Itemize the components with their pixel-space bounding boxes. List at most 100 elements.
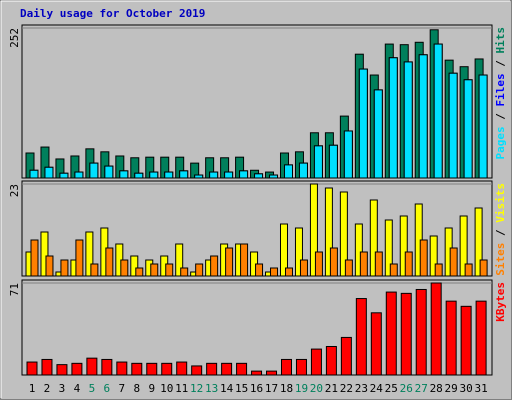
bar: [389, 263, 398, 277]
x-tick-label: 22: [340, 382, 353, 395]
x-tick-label: 3: [59, 382, 66, 395]
x-tick-label: 14: [220, 382, 234, 395]
x-tick-label: 1: [29, 382, 36, 395]
x-tick-label: 10: [160, 382, 173, 395]
bar: [340, 336, 352, 376]
bar: [240, 243, 249, 277]
bar: [430, 282, 442, 376]
bar: [314, 251, 323, 277]
bar: [339, 191, 348, 277]
panel: [21, 24, 493, 179]
bar: [344, 259, 353, 277]
bar: [255, 263, 264, 277]
bar: [463, 79, 473, 179]
bar: [325, 345, 337, 376]
x-tick-label: 25: [385, 382, 398, 395]
bar: [71, 362, 83, 376]
bar: [40, 231, 49, 277]
y-tick-label: 23: [8, 184, 21, 197]
legend-separator: /: [494, 107, 507, 127]
bar: [478, 74, 488, 179]
bar: [460, 305, 472, 376]
legend-entry: Sites: [494, 243, 507, 276]
bar: [294, 227, 303, 277]
x-tick-label: 30: [460, 382, 473, 395]
bar: [116, 361, 128, 376]
bar: [298, 162, 308, 179]
bar: [279, 223, 288, 277]
x-tick-label: 20: [310, 382, 323, 395]
panel: [21, 279, 493, 376]
x-tick-label: 27: [415, 382, 428, 395]
bar: [269, 174, 279, 179]
x-tick-label: 13: [205, 382, 218, 395]
bar: [310, 348, 322, 376]
bar: [415, 288, 427, 376]
bar: [131, 362, 143, 376]
x-tick-label: 26: [400, 382, 413, 395]
bar: [146, 362, 158, 376]
x-tick-label: 17: [265, 382, 278, 395]
bar: [135, 267, 144, 277]
chart-title: Daily usage for October 2019: [20, 7, 205, 20]
bar: [459, 215, 468, 277]
legend: Pages / Files / Hits: [494, 27, 507, 160]
legend-separator: /: [494, 54, 507, 74]
bar: [280, 358, 292, 376]
bar: [176, 361, 188, 376]
x-tick-label: 15: [235, 382, 248, 395]
bar: [119, 170, 129, 179]
bar: [206, 362, 218, 376]
bar: [104, 165, 114, 179]
bar: [309, 183, 318, 277]
legend-entry: KBytes: [494, 282, 507, 322]
bar: [433, 43, 443, 179]
bar: [165, 263, 174, 277]
x-tick-label: 4: [74, 382, 81, 395]
legend-entry: Hits: [494, 27, 507, 54]
x-tick-label: 9: [148, 382, 155, 395]
bar: [370, 312, 382, 376]
bar: [85, 231, 94, 277]
bar: [105, 247, 114, 277]
x-tick-label: 11: [175, 382, 188, 395]
bar: [74, 171, 84, 179]
bar: [284, 267, 293, 277]
legend-entry: Visits: [494, 183, 507, 223]
bar: [195, 263, 204, 277]
bar: [328, 144, 338, 179]
bar: [225, 247, 234, 277]
x-tick-label: 23: [355, 382, 368, 395]
bar: [479, 259, 488, 277]
bar: [30, 239, 39, 277]
x-tick-label: 8: [133, 382, 140, 395]
bar: [324, 187, 333, 277]
bar: [254, 173, 264, 179]
x-tick-label: 29: [445, 382, 458, 395]
x-tick-label: 21: [325, 382, 338, 395]
bar: [374, 251, 383, 277]
bar: [60, 259, 69, 277]
bar: [56, 364, 68, 376]
bar: [400, 292, 412, 376]
y-tick-label: 252: [8, 28, 21, 48]
bar: [448, 72, 458, 179]
bar: [385, 291, 397, 376]
bar: [224, 171, 234, 179]
bar: [130, 255, 139, 277]
bar: [45, 255, 54, 277]
bar: [236, 362, 248, 376]
x-tick-label: 7: [119, 382, 126, 395]
x-tick-label: 2: [44, 382, 51, 395]
x-tick-label: 6: [104, 382, 111, 395]
y-tick-label: 71: [8, 283, 21, 296]
bar: [464, 263, 473, 277]
legend-entry: Pages: [494, 126, 507, 159]
bar: [354, 223, 363, 277]
bar: [399, 215, 408, 277]
bar: [283, 164, 293, 179]
bar: [41, 358, 53, 376]
bar: [373, 89, 383, 179]
bar: [449, 247, 458, 277]
